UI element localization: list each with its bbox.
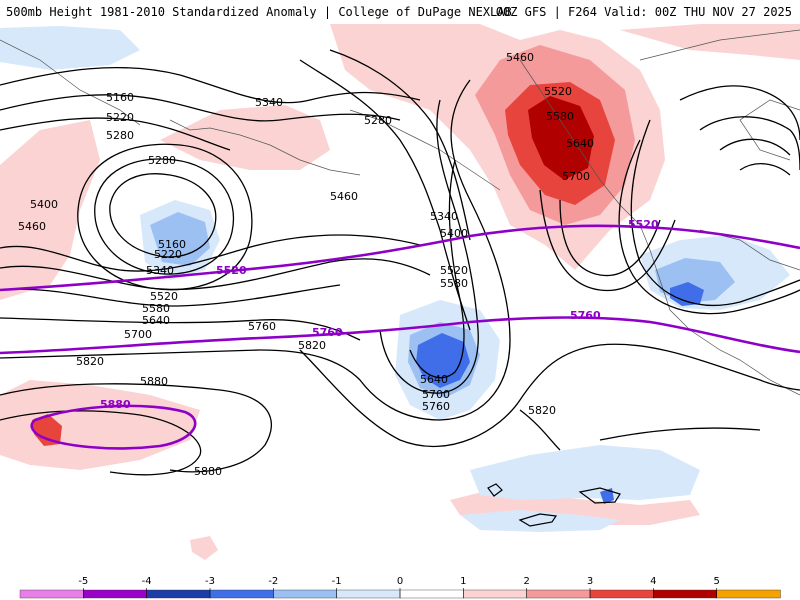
- contour-label: 5340: [430, 210, 458, 223]
- colorbar-swatch: [463, 589, 528, 599]
- contour-label: 5220: [106, 111, 134, 124]
- colorbar-swatches: [19, 589, 781, 599]
- model-run-info: 00Z GFS | F264 Valid: 00Z THU NOV 27 202…: [495, 5, 792, 19]
- contour-label: 5580: [546, 110, 574, 123]
- contour-label: 5760: [422, 400, 450, 413]
- contour-label: 5640: [566, 137, 594, 150]
- contour-label: 5640: [420, 373, 448, 386]
- contour-label: 5160: [158, 238, 186, 251]
- contour-label: 5400: [440, 227, 468, 240]
- highlight-label: 5520: [216, 264, 247, 277]
- contour-label: 5400: [30, 198, 58, 211]
- contour-label: 5460: [506, 51, 534, 64]
- colorbar-tick-label: 3: [587, 576, 593, 587]
- negative-anomaly-fill: [0, 26, 790, 532]
- contour-label: 5880: [140, 375, 168, 388]
- colorbar-tick-label: -1: [332, 576, 342, 587]
- colorbar-tick-label: -3: [205, 576, 215, 587]
- colorbar-tick-label: -4: [142, 576, 152, 587]
- colorbar-swatch: [83, 589, 148, 599]
- contour-label: 5220: [154, 248, 182, 261]
- colorbar-tick-label: -5: [78, 576, 88, 587]
- anomaly-map: 5160 5220 5280 5340 5280 5280 5400 5460 …: [0, 24, 800, 588]
- anomaly-colorbar: -5 -4 -3 -2 -1 0 1 2 3 4 5: [19, 576, 781, 599]
- colorbar-tick-label: 2: [523, 576, 529, 587]
- contour-label: 5820: [76, 355, 104, 368]
- contour-label: 5520: [150, 290, 178, 303]
- contour-label: 5280: [106, 129, 134, 142]
- contour-label: 5160: [106, 91, 134, 104]
- colorbar-swatch: [716, 589, 781, 599]
- contour-label: 5700: [124, 328, 152, 341]
- colorbar-swatch: [589, 589, 655, 599]
- colorbar-swatch: [19, 589, 85, 599]
- contour-label: 5820: [298, 339, 326, 352]
- contour-label: 5520: [440, 264, 468, 277]
- colorbar-swatch: [209, 589, 275, 599]
- map-title: 500mb Height 1981-2010 Standardized Anom…: [6, 5, 512, 19]
- colorbar-tick-label: -2: [268, 576, 278, 587]
- colorbar-ticks: -5 -4 -3 -2 -1 0 1 2 3 4 5: [78, 576, 720, 598]
- colorbar-swatch: [146, 589, 211, 599]
- contour-label: 5880: [194, 465, 222, 478]
- colorbar-swatch: [653, 589, 718, 599]
- highlight-label-group: 5520 5520 5760 5760 5880: [100, 218, 659, 411]
- highlight-contours: [0, 224, 800, 450]
- highlight-label: 5880: [100, 398, 131, 411]
- contour-label: 5280: [148, 154, 176, 167]
- contour-label-group: 5160 5220 5280 5340 5280 5280 5400 5460 …: [18, 51, 594, 478]
- contour-label: 5340: [146, 264, 174, 277]
- contour-label: 5520: [544, 85, 572, 98]
- colorbar-swatch: [399, 589, 465, 599]
- highlight-label: 5520: [628, 218, 659, 231]
- colorbar-tick-label: 5: [713, 576, 719, 587]
- colorbar-tick-label: 0: [397, 576, 403, 587]
- colorbar-swatch: [336, 589, 401, 599]
- contour-label: 5460: [18, 220, 46, 233]
- contour-label: 5820: [528, 404, 556, 417]
- contour-label: 5580: [142, 302, 170, 315]
- contour-label: 5340: [255, 96, 283, 109]
- contour-label: 5700: [422, 388, 450, 401]
- colorbar-tick-label: 4: [650, 576, 656, 587]
- colorbar-swatch: [526, 589, 591, 599]
- colorbar-swatch: [273, 589, 338, 599]
- map-header: 500mb Height 1981-2010 Standardized Anom…: [0, 0, 800, 24]
- positive-anomaly-fill: [0, 24, 800, 560]
- contour-label: 5580: [440, 277, 468, 290]
- highlight-label: 5760: [570, 309, 601, 322]
- colorbar-tick-label: 1: [460, 576, 466, 587]
- islands: [487, 483, 621, 527]
- contour-label: 5700: [562, 170, 590, 183]
- contour-label: 5280: [364, 114, 392, 127]
- highlight-label: 5760: [312, 326, 343, 339]
- contour-label: 5760: [248, 320, 276, 333]
- contour-label: 5640: [142, 314, 170, 327]
- contour-label: 5460: [330, 190, 358, 203]
